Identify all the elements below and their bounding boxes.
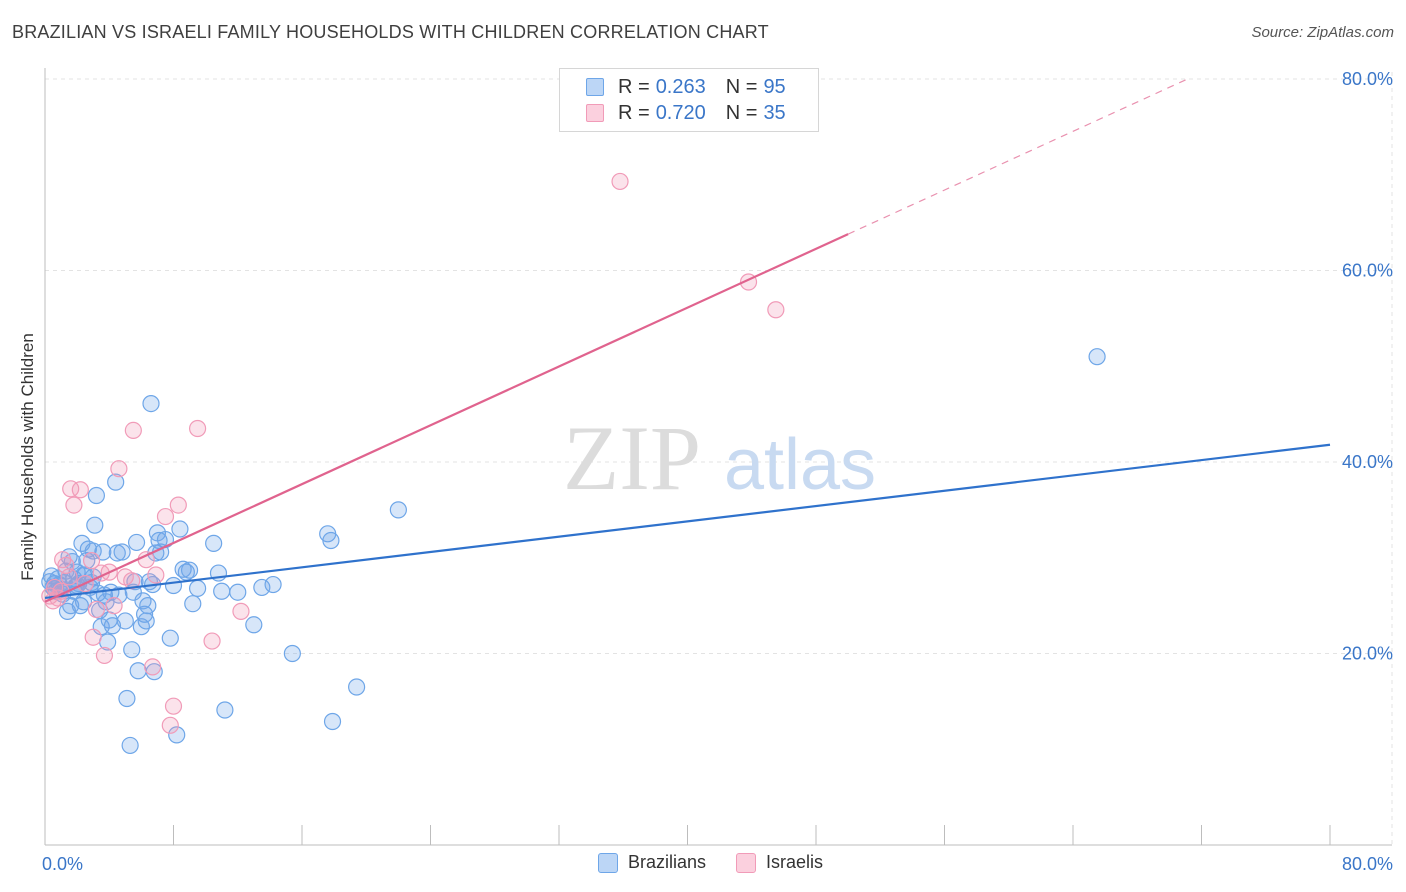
- legend-r-label: R =: [618, 101, 650, 124]
- data-point-brazilians: [323, 712, 342, 731]
- data-point-brazilians: [264, 575, 282, 594]
- data-point-brazilians: [389, 501, 407, 519]
- chart-title: BRAZILIAN VS ISRAELI FAMILY HOUSEHOLDS W…: [12, 22, 769, 42]
- data-point-brazilians: [87, 486, 106, 505]
- data-point-israelis: [95, 646, 114, 665]
- y-tick-label: 60.0%: [1342, 261, 1393, 281]
- data-point-brazilians: [107, 473, 125, 491]
- data-point-israelis: [71, 481, 89, 499]
- legend-r-value: 0.720: [655, 101, 706, 124]
- data-point-brazilians: [62, 597, 80, 615]
- data-point-brazilians: [129, 662, 147, 680]
- correlation-legend: R = 0.263 N = 95 R = 0.720 N = 35: [559, 68, 819, 132]
- data-point-brazilians: [174, 560, 192, 578]
- legend-row-brazilians: R = 0.263 N = 95: [586, 75, 786, 99]
- y-tick-label: 40.0%: [1342, 452, 1393, 472]
- series-swatch-israelis: [736, 852, 757, 873]
- data-point-brazilians: [102, 583, 120, 601]
- data-point-brazilians: [213, 582, 231, 600]
- data-point-brazilians: [121, 736, 139, 755]
- data-point-brazilians: [113, 543, 131, 561]
- legend-r-label: R =: [618, 75, 650, 98]
- data-point-israelis: [767, 301, 785, 319]
- data-point-brazilians: [116, 612, 134, 630]
- data-point-brazilians: [164, 576, 183, 595]
- data-point-brazilians: [184, 595, 202, 613]
- data-point-israelis: [147, 566, 165, 584]
- data-point-israelis: [232, 602, 250, 620]
- trend-line-extension: [847, 78, 1188, 235]
- data-point-brazilians: [245, 616, 263, 634]
- legend-n-value: 95: [763, 75, 786, 98]
- legend-row-israelis: R = 0.720 N = 35: [586, 101, 786, 125]
- y-tick-label: 80.0%: [1342, 69, 1393, 89]
- data-point-israelis: [144, 658, 162, 676]
- trend-line-brazilians: [44, 443, 1331, 600]
- watermark-atlas: atlas: [724, 425, 876, 505]
- data-point-israelis: [60, 568, 78, 586]
- y-tick-label: 20.0%: [1342, 644, 1393, 664]
- data-point-israelis: [203, 632, 221, 650]
- data-point-brazilians: [139, 597, 157, 615]
- grid-lines: [45, 72, 1393, 845]
- data-point-israelis: [188, 419, 207, 438]
- legend-r-value: 0.263: [655, 75, 706, 98]
- data-point-brazilians: [253, 578, 271, 597]
- data-point-brazilians: [127, 533, 146, 552]
- data-point-brazilians: [103, 617, 122, 635]
- data-point-brazilians: [188, 579, 207, 597]
- data-point-israelis: [110, 460, 128, 478]
- source-label: Source: ZipAtlas.com: [1251, 24, 1394, 41]
- data-point-israelis: [84, 628, 102, 646]
- tick-labels: 20.0% 40.0% 60.0% 80.0% 0.0% 80.0%: [42, 69, 1393, 874]
- data-point-brazilians: [134, 592, 152, 610]
- data-point-brazilians: [86, 516, 104, 534]
- series-swatch-brazilians: [598, 852, 618, 873]
- data-point-brazilians: [180, 561, 199, 579]
- data-point-israelis: [82, 552, 101, 570]
- series-legend: Brazilians Israelis: [598, 852, 853, 873]
- axes: [44, 68, 1392, 846]
- data-point-israelis: [611, 172, 629, 191]
- watermark-zip: ZIP: [563, 407, 701, 509]
- legend-swatch-brazilians: [586, 78, 604, 96]
- series-legend-israelis: Israelis: [736, 852, 823, 873]
- data-point-brazilians: [137, 612, 155, 630]
- x-tick-label-min: 0.0%: [42, 854, 83, 874]
- watermark: ZIP atlas: [563, 407, 876, 509]
- legend-swatch-israelis: [586, 104, 604, 122]
- data-point-israelis: [65, 496, 83, 514]
- data-point-brazilians: [161, 629, 179, 647]
- data-point-brazilians: [283, 644, 301, 663]
- series-label-israelis: Israelis: [766, 852, 824, 872]
- series-legend-brazilians: Brazilians: [598, 852, 706, 873]
- data-point-brazilians: [123, 641, 141, 659]
- data-point-brazilians: [322, 531, 340, 550]
- data-point-brazilians: [348, 678, 366, 696]
- data-point-brazilians: [205, 534, 223, 552]
- data-point-israelis: [105, 597, 123, 615]
- legend-n-label: N =: [725, 75, 758, 98]
- data-point-brazilians: [142, 394, 160, 413]
- data-point-brazilians: [168, 726, 186, 744]
- data-point-brazilians: [1088, 348, 1106, 366]
- data-point-israelis: [169, 496, 187, 514]
- legend-n-label: N =: [725, 101, 758, 124]
- series-label-brazilians: Brazilians: [628, 852, 707, 872]
- trend-lines: [44, 78, 1331, 603]
- data-point-brazilians: [229, 583, 247, 601]
- data-point-israelis: [156, 507, 175, 526]
- data-point-brazilians: [216, 701, 234, 719]
- data-point-brazilians: [118, 689, 136, 708]
- data-point-brazilians: [171, 520, 189, 538]
- data-point-israelis: [161, 716, 179, 734]
- data-point-israelis: [124, 421, 142, 440]
- data-point-israelis: [164, 697, 183, 715]
- x-tick-label-max: 80.0%: [1342, 854, 1393, 874]
- trend-line-israelis: [44, 233, 849, 603]
- legend-n-value: 35: [763, 101, 786, 124]
- data-point-israelis: [87, 600, 106, 619]
